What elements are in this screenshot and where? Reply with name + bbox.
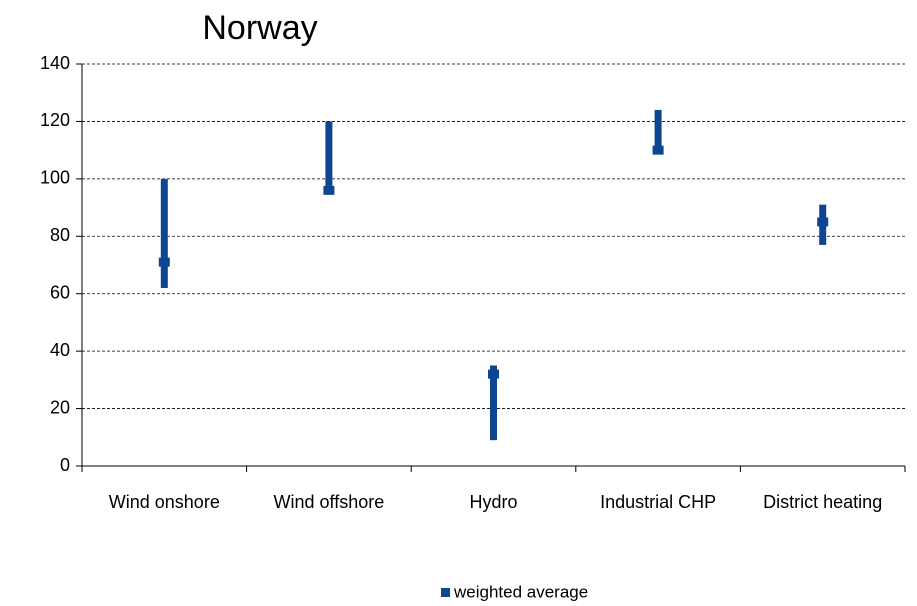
- average-marker: [652, 145, 664, 155]
- range-bar: [160, 178, 168, 288]
- average-marker: [323, 185, 335, 195]
- range-bar: [490, 365, 497, 441]
- range-bar: [325, 121, 333, 194]
- average-marker: [488, 369, 499, 379]
- x-tick-label: Wind offshore: [274, 492, 385, 512]
- y-tick-label: 120: [40, 110, 70, 130]
- x-tick-label: Industrial CHP: [600, 492, 716, 512]
- x-tick-label: Hydro: [469, 492, 517, 512]
- legend-swatch: [441, 588, 450, 597]
- chart-title: Norway: [202, 9, 317, 47]
- x-tick-label: Wind onshore: [109, 492, 220, 512]
- average-marker: [158, 257, 170, 267]
- x-tick-label: District heating: [763, 492, 882, 512]
- y-tick-label: 0: [60, 455, 70, 475]
- range-bar: [654, 109, 662, 154]
- y-tick-label: 80: [50, 225, 70, 245]
- average-marker: [817, 217, 829, 227]
- y-tick-label: 140: [40, 53, 70, 73]
- y-tick-label: 100: [40, 168, 70, 188]
- y-tick-label: 40: [50, 340, 70, 360]
- y-tick-label: 60: [50, 282, 70, 302]
- y-tick-label: 20: [50, 397, 70, 417]
- legend-label: weighted average: [453, 582, 588, 601]
